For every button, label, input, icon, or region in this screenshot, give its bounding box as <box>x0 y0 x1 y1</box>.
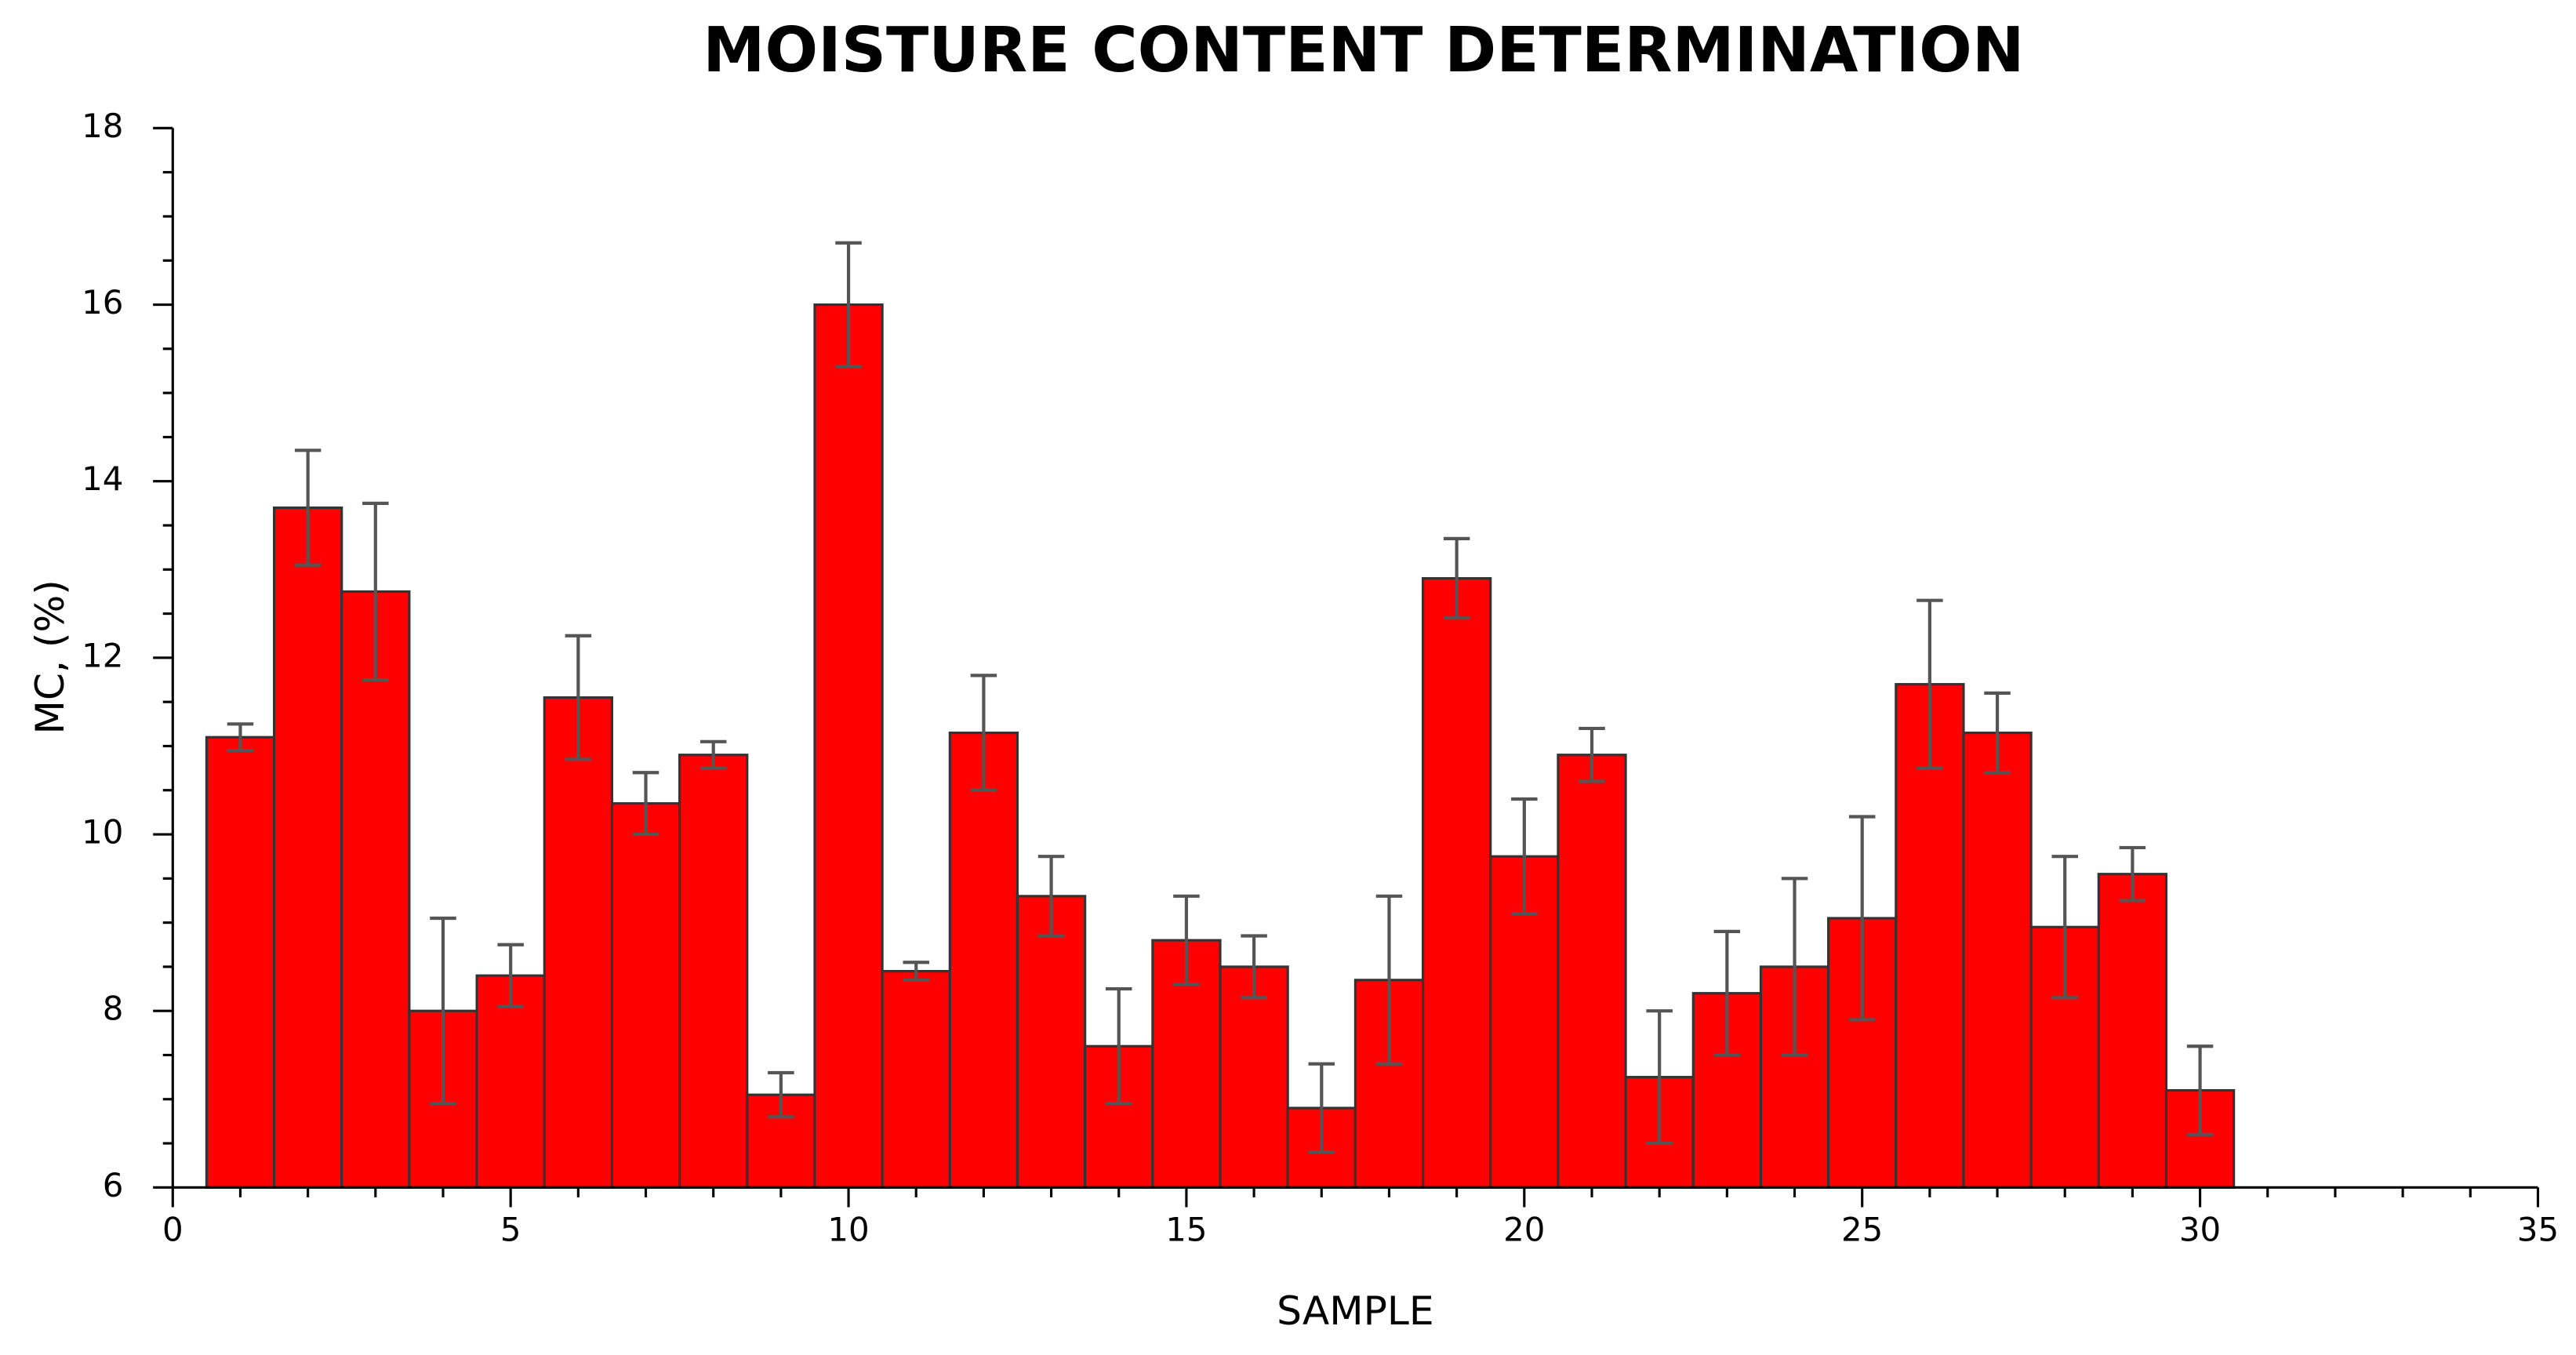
y-tick-label: 10 <box>82 813 123 852</box>
x-tick-label: 5 <box>500 1210 521 1248</box>
error-bar <box>1308 1062 1335 1154</box>
chart-title: MOISTURE CONTENT DETERMINATION <box>703 13 2024 86</box>
error-bar <box>1917 598 1943 770</box>
error-bar <box>1241 934 1267 1000</box>
error-bar <box>1984 691 2011 775</box>
bar <box>1421 576 1492 1189</box>
error-bar <box>227 722 254 753</box>
error-bar <box>362 501 389 682</box>
error-bar <box>1106 986 1132 1106</box>
x-tick-label: 20 <box>1503 1210 1545 1248</box>
y-axis-label: MC, (%) <box>27 579 73 734</box>
x-tick-label: 25 <box>1841 1210 1883 1248</box>
error-bar <box>768 1070 794 1119</box>
x-tick-label: 10 <box>827 1210 869 1248</box>
bar <box>1016 895 1087 1189</box>
error-bar <box>294 449 322 567</box>
error-bar <box>430 916 456 1106</box>
error-bar <box>1646 1009 1673 1146</box>
x-tick-label: 35 <box>2517 1210 2559 1248</box>
x-axis-label: SAMPLE <box>1277 1288 1434 1334</box>
y-tick-label: 12 <box>82 636 123 674</box>
bar <box>610 802 681 1189</box>
bar <box>272 506 343 1189</box>
bar <box>2097 873 2168 1189</box>
bar <box>678 754 749 1189</box>
error-bar <box>1848 815 1876 1022</box>
bar <box>948 731 1019 1189</box>
error-bar <box>1781 877 1808 1057</box>
error-bar <box>2186 1044 2214 1136</box>
bar <box>1962 731 2033 1189</box>
error-bar <box>1579 726 1605 783</box>
y-tick-label: 16 <box>82 283 123 321</box>
error-bar <box>970 674 997 792</box>
error-bar <box>565 634 592 761</box>
bar <box>543 696 614 1189</box>
error-bar <box>699 739 727 770</box>
error-bar <box>2051 855 2078 1000</box>
bar <box>1557 754 1627 1189</box>
y-tick-label: 6 <box>103 1166 124 1204</box>
error-bar <box>1511 797 1538 916</box>
error-bar <box>497 943 524 1008</box>
error-bar <box>2119 845 2146 903</box>
error-bar <box>632 771 659 837</box>
bar <box>1219 965 1289 1189</box>
y-tick-label: 18 <box>82 107 123 145</box>
x-tick-label: 15 <box>1165 1210 1207 1248</box>
error-bar <box>1713 929 1741 1057</box>
error-bar <box>1443 536 1470 620</box>
bar <box>205 736 276 1189</box>
bar <box>881 969 951 1189</box>
bar <box>813 303 884 1189</box>
y-tick-label: 8 <box>103 990 124 1028</box>
x-tick-label: 0 <box>162 1210 183 1248</box>
y-tick-label: 14 <box>82 460 123 498</box>
error-bar <box>1375 894 1403 1066</box>
error-bar <box>903 961 929 982</box>
x-tick-label: 30 <box>2179 1210 2221 1248</box>
error-bar <box>835 241 862 369</box>
error-bar <box>1037 855 1065 938</box>
error-bar <box>1173 894 1200 986</box>
bar <box>340 590 411 1189</box>
